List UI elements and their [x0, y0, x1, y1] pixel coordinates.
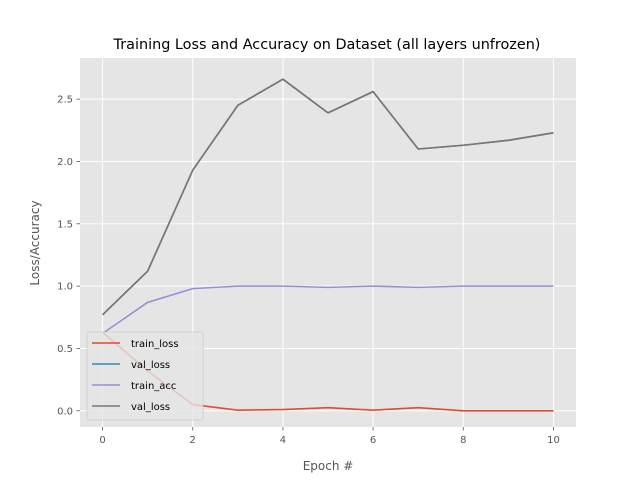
- y-tick-label: 0.5: [57, 344, 73, 355]
- x-axis-label: Epoch #: [303, 459, 354, 473]
- legend: train_loss val_loss train_acc val_loss: [86, 331, 204, 421]
- x-tick-label: 2: [190, 435, 196, 446]
- x-tick-label: 6: [370, 435, 376, 446]
- series-line-2: [102, 285, 554, 335]
- x-tick-label: 10: [547, 435, 560, 446]
- legend-entry: train_acc: [131, 381, 176, 392]
- legend-box: [86, 331, 204, 421]
- chart-title: Training Loss and Accuracy on Dataset (a…: [113, 37, 541, 53]
- x-axis-ticks: 0 2 4 6 8 10: [99, 427, 560, 446]
- y-tick-label: 1.5: [57, 219, 73, 230]
- x-tick-label: 4: [280, 435, 286, 446]
- legend-entry: val_loss: [131, 360, 170, 371]
- legend-entry: val_loss: [131, 402, 170, 413]
- x-tick-label: 8: [460, 435, 466, 446]
- series-line-3: [101, 78, 554, 316]
- x-tick-label: 0: [99, 435, 105, 446]
- y-axis-ticks: 0.0 0.5 1.0 1.5 2.0 2.5: [57, 95, 80, 417]
- y-tick-label: 1.0: [57, 282, 73, 293]
- y-tick-label: 2.5: [57, 95, 73, 106]
- series-lines: [101, 78, 554, 412]
- y-axis-label: Loss/Accuracy: [28, 200, 42, 285]
- y-tick-label: 0.0: [57, 406, 73, 417]
- legend-entry: train_loss: [131, 339, 179, 350]
- y-tick-label: 2.0: [57, 157, 73, 168]
